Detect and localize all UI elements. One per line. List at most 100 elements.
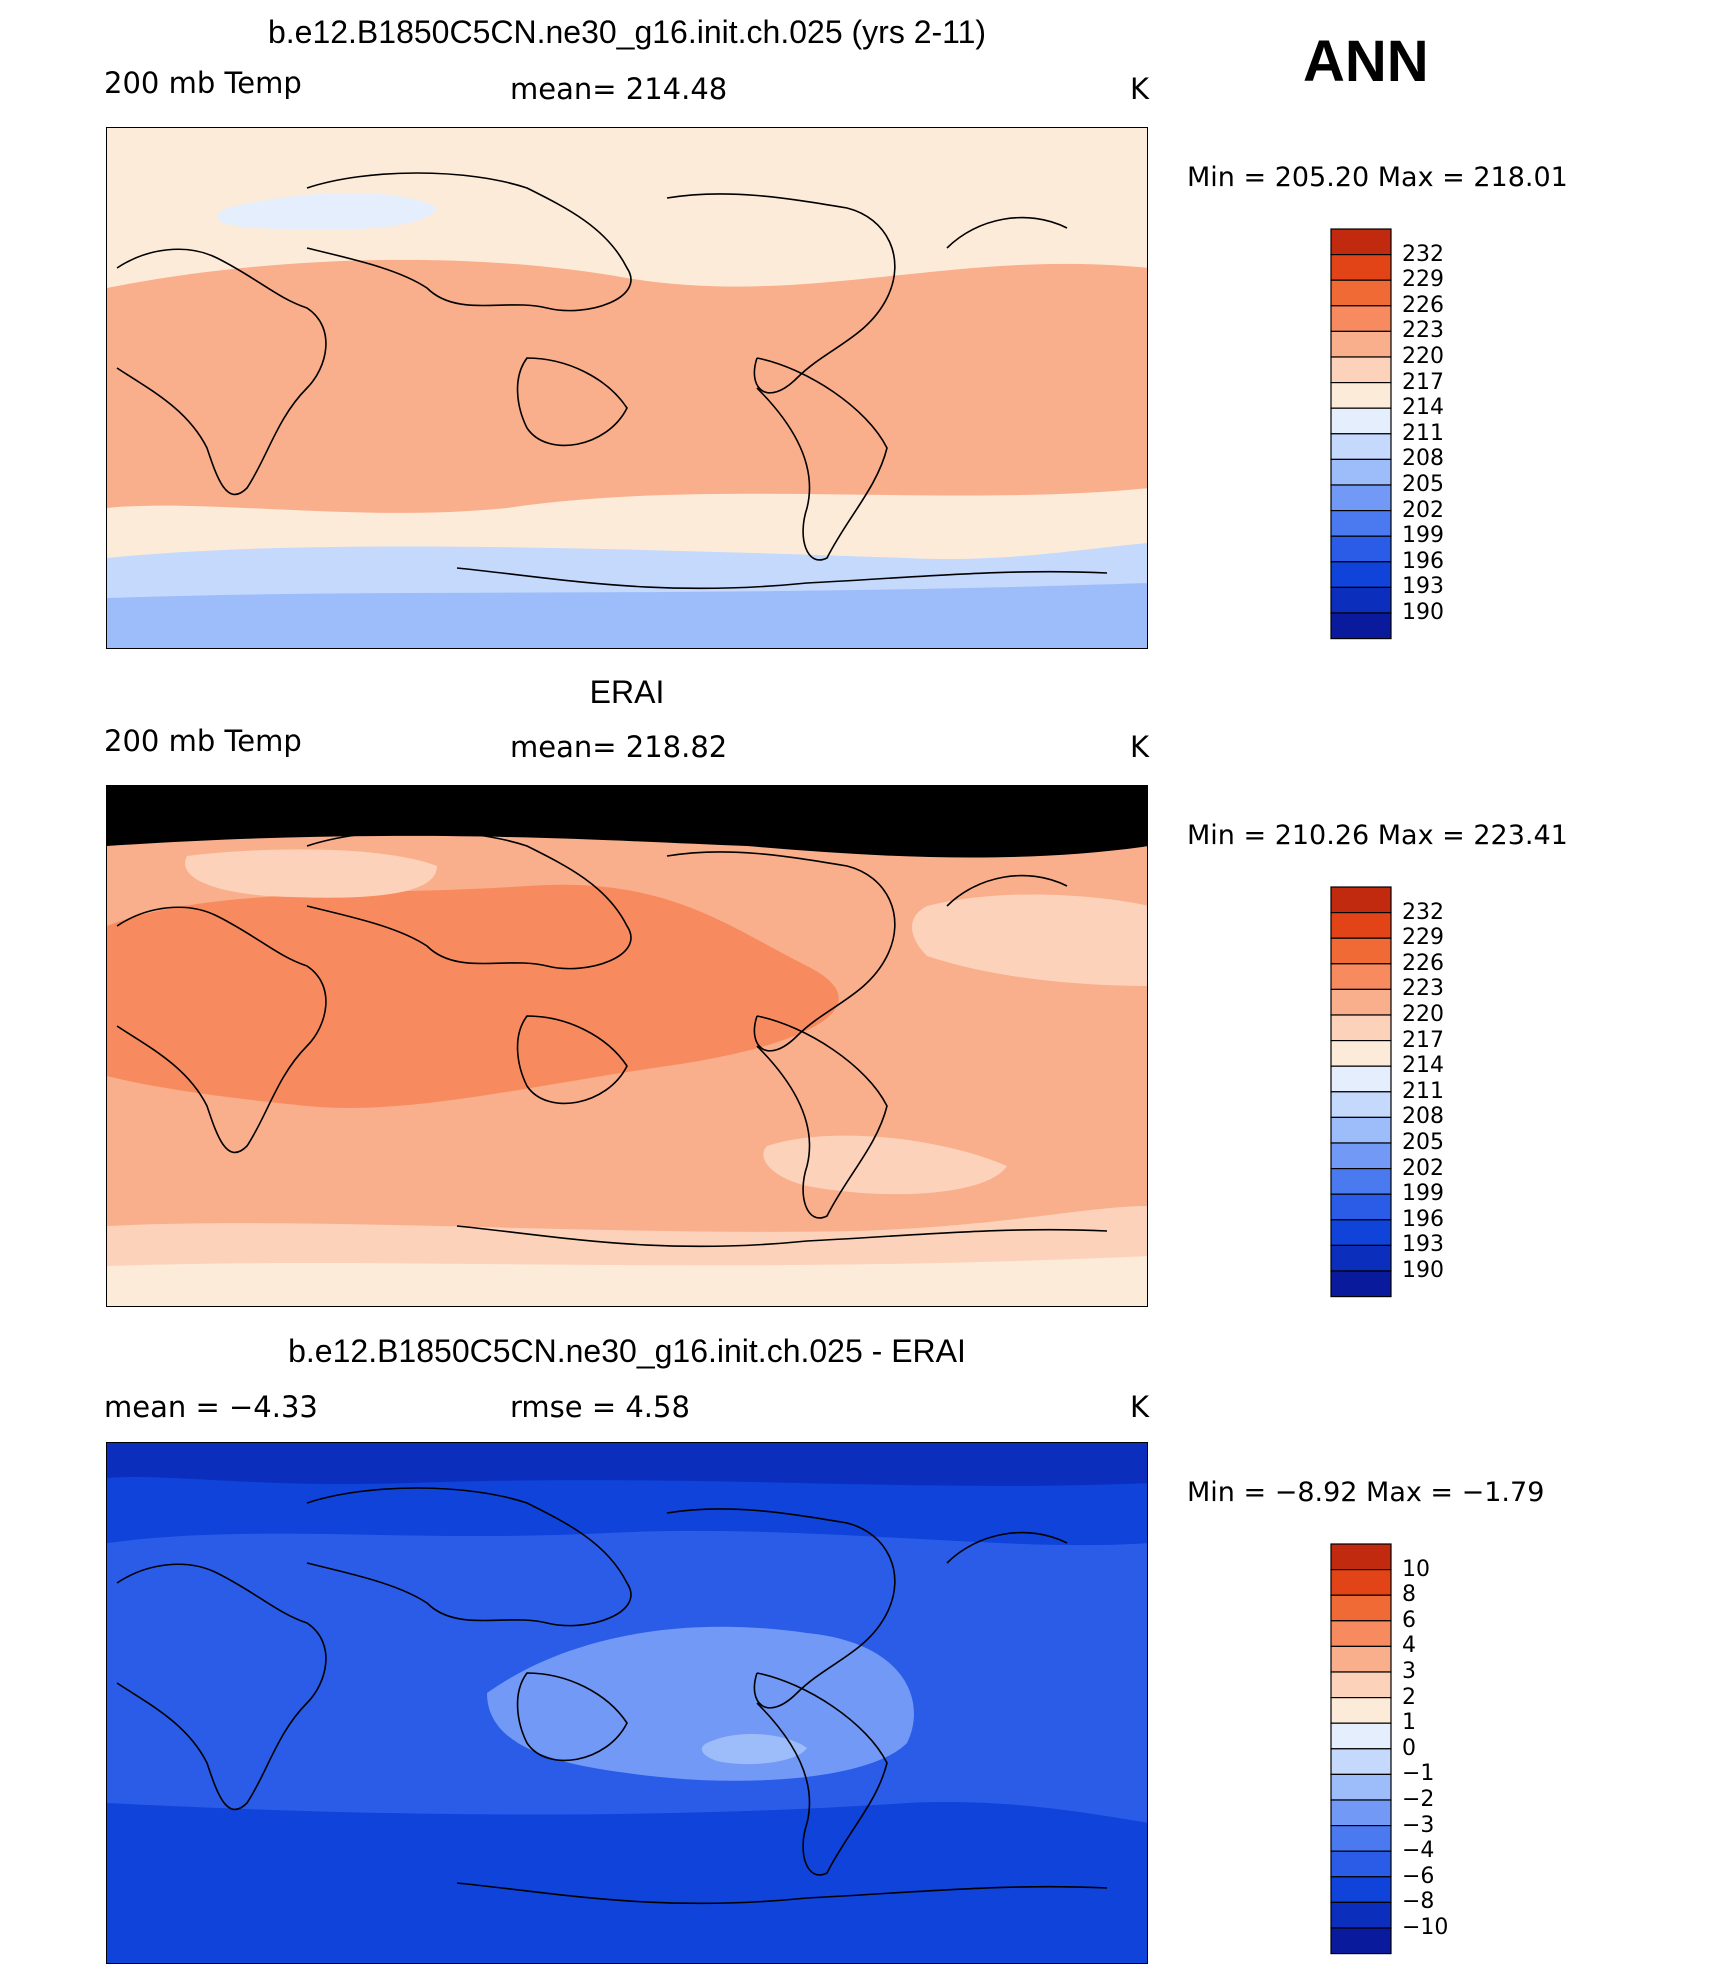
colorbar-swatch (1330, 1825, 1392, 1852)
panel-1-min-max: Min = 205.20 Max = 218.01 (1187, 162, 1568, 193)
colorbar-swatch (1330, 1594, 1392, 1622)
panel-2-coastlines (116, 830, 1108, 1248)
map-2-polar-band (107, 1256, 1147, 1306)
map-1-tropics-field (107, 259, 1147, 513)
colorbar-swatch (1330, 1168, 1392, 1195)
colorbar-tick-label: 208 (1402, 1104, 1444, 1130)
colorbar-tick-label: 220 (1402, 1002, 1444, 1027)
colorbar-swatch (1330, 1876, 1392, 1903)
colorbar-tick-label: 190 (1402, 1258, 1444, 1283)
panel-1-coastlines (116, 172, 1108, 590)
colorbar-swatch (1330, 1244, 1392, 1272)
panel-2-min-max: Min = 210.26 Max = 223.41 (1187, 820, 1568, 851)
colorbar-swatch (1330, 1850, 1392, 1878)
colorbar-boxes (1330, 886, 1392, 1298)
panel-1-title: b.e12.B1850C5CN.ne30_g16.init.ch.025 (yr… (267, 14, 987, 50)
colorbar-tick-label: 196 (1402, 1206, 1444, 1232)
colorbar-swatch (1330, 1569, 1392, 1596)
colorbar-boxes (1330, 228, 1392, 640)
colorbar-tick-label: 223 (1402, 318, 1444, 344)
colorbar-swatch (1330, 356, 1392, 384)
colorbar-swatch (1330, 963, 1392, 991)
colorbar-swatch (1330, 612, 1392, 640)
colorbar-swatch (1330, 305, 1392, 333)
colorbar-tick-label: 229 (1402, 925, 1444, 951)
colorbar-swatch (1330, 937, 1392, 965)
panel-3-title: b.e12.B1850C5CN.ne30_g16.init.ch.025 - E… (288, 1333, 966, 1369)
colorbar-tick-label: −6 (1402, 1863, 1435, 1889)
colorbar-swatch (1330, 1270, 1392, 1298)
colorbar-tick-label: 4 (1402, 1633, 1416, 1659)
colorbar-swatch (1330, 1620, 1392, 1648)
map-3-polar-cap (107, 1443, 1147, 1486)
panel-3-min-max: Min = −8.92 Max = −1.79 (1187, 1477, 1545, 1508)
colorbar-tick-label: 202 (1402, 497, 1444, 523)
colorbar-swatch (1330, 1091, 1392, 1119)
colorbar-swatch (1330, 912, 1392, 939)
panel-3-units-label: K (1130, 1390, 1150, 1424)
colorbar-swatch (1330, 1040, 1392, 1067)
colorbar-tick-label: 0 (1402, 1735, 1416, 1761)
colorbar-tick-label: 3 (1402, 1659, 1416, 1684)
colorbar-swatch (1330, 561, 1392, 588)
colorbar-swatch (1330, 1219, 1392, 1246)
colorbar-swatch (1330, 228, 1392, 256)
colorbar-tick-label: 205 (1402, 1130, 1444, 1155)
panel-1-mean-label: mean= 214.48 (510, 72, 728, 106)
colorbar-swatch (1330, 1927, 1392, 1955)
colorbar-swatch (1330, 988, 1392, 1016)
colorbar-tick-label: 214 (1402, 1053, 1444, 1079)
colorbar-swatch (1330, 1014, 1392, 1042)
colorbar-swatch (1330, 1697, 1392, 1724)
colorbar-tick-label: 10 (1402, 1556, 1430, 1582)
colorbar-swatch (1330, 1116, 1392, 1144)
map-2-highlight-a (185, 849, 437, 898)
colorbar-swatch (1330, 1799, 1392, 1827)
colorbar-tick-label: 2 (1402, 1684, 1416, 1710)
colorbar-swatch (1330, 1142, 1392, 1170)
map-1-polar-band (107, 583, 1147, 648)
panel-3-rmse-label: rmse = 4.58 (510, 1390, 690, 1424)
colorbar-tick-label: 223 (1402, 976, 1444, 1002)
map-2-highlight-c (763, 1135, 1007, 1195)
colorbar-tick-label: 196 (1402, 548, 1444, 574)
colorbar-swatch (1330, 1901, 1392, 1929)
colorbar-swatch (1330, 1722, 1392, 1750)
map-1-tropics-core (314, 315, 872, 429)
colorbar-swatch (1330, 1193, 1392, 1221)
colorbar-swatch (1330, 279, 1392, 307)
colorbar-tick-label: 214 (1402, 395, 1444, 421)
colorbar-swatch (1330, 254, 1392, 281)
panel-2-title: ERAI (589, 674, 665, 710)
panel-2-map (106, 785, 1148, 1307)
colorbar-tick-label: 208 (1402, 446, 1444, 472)
panel-2-variable-label: 200 mb Temp (104, 724, 302, 758)
map-3-highlight (701, 1733, 807, 1765)
colorbar-tick-label: 193 (1402, 1232, 1444, 1258)
colorbar-tick-label: 205 (1402, 472, 1444, 497)
colorbar-tick-label: 190 (1402, 600, 1444, 625)
map-3-southern-band (107, 1802, 1147, 1963)
colorbar-tick-label: 226 (1402, 292, 1444, 318)
colorbar-swatch (1330, 1065, 1392, 1093)
colorbar-tick-label: 211 (1402, 420, 1444, 446)
colorbar-tick-label: 1 (1402, 1710, 1416, 1736)
colorbar-swatch (1330, 510, 1392, 537)
colorbar-tick-label: 211 (1402, 1078, 1444, 1104)
colorbar-swatch (1330, 382, 1392, 409)
colorbar-boxes (1330, 1543, 1392, 1955)
colorbar-tick-label: −2 (1402, 1787, 1435, 1812)
colorbar-tick-label: 6 (1402, 1607, 1416, 1633)
colorbar-swatch (1330, 330, 1392, 358)
map-2-highlight-b (912, 894, 1147, 986)
colorbar-tick-label: −4 (1402, 1838, 1435, 1864)
colorbar-swatch (1330, 1645, 1392, 1673)
colorbar-swatch (1330, 586, 1392, 614)
colorbar-tick-label: 229 (1402, 267, 1444, 293)
colorbar-swatch (1330, 886, 1392, 914)
map-3-tropics-field (487, 1626, 914, 1781)
panel-1-variable-label: 200 mb Temp (104, 66, 302, 100)
colorbar-tick-label: 199 (1402, 1181, 1444, 1207)
panel-2-mean-label: mean= 218.82 (510, 730, 728, 764)
colorbar-tick-label: 220 (1402, 344, 1444, 369)
